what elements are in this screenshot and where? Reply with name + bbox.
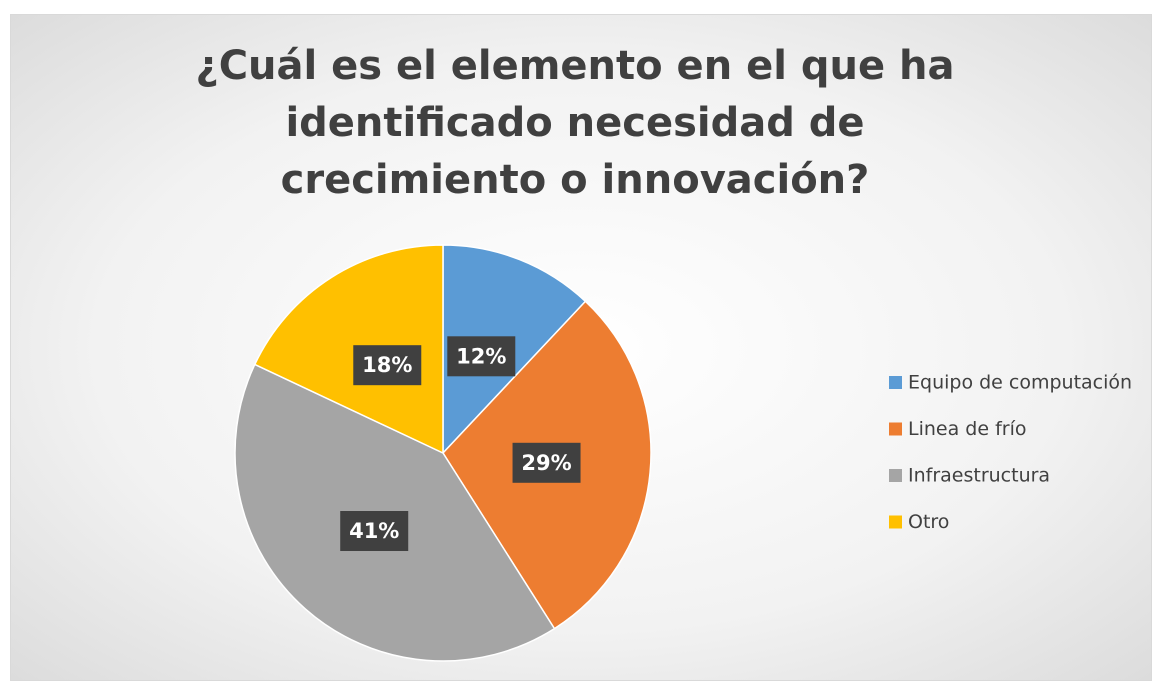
chart-title: ¿Cuál es el elemento en el que ha identi…: [195, 43, 955, 203]
legend-swatch: [889, 376, 902, 389]
legend-label: Linea de frío: [908, 418, 1026, 440]
data-label-box: [447, 336, 516, 377]
data-label-box: [340, 511, 409, 552]
data-label: 29%: [521, 451, 571, 475]
legend-label: Otro: [908, 511, 949, 533]
legend-swatch: [889, 469, 902, 482]
data-label-box: [512, 442, 581, 483]
legend-swatch: [889, 515, 902, 529]
data-label: 41%: [349, 519, 399, 543]
legend-label: Equipo de computación: [908, 372, 1132, 394]
data-label-box: [353, 345, 422, 386]
legend-label: Infraestructura: [908, 465, 1050, 487]
data-label: 12%: [456, 344, 506, 368]
data-label: 18%: [362, 353, 412, 377]
legend-swatch: [889, 422, 902, 436]
pie-slice: [253, 244, 444, 455]
